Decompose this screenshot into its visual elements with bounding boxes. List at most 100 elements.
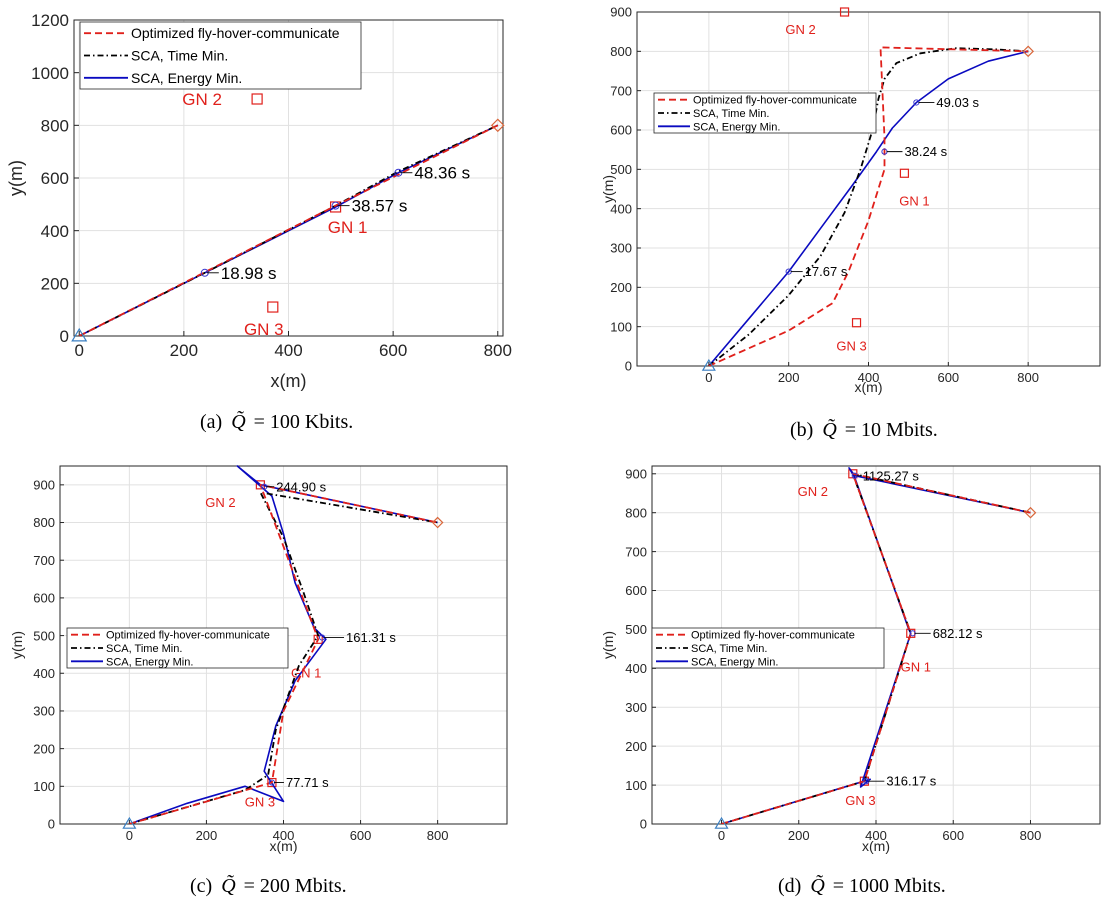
time-annotation: 244.90 s [276, 479, 326, 494]
ground-node-label: GN 1 [899, 193, 929, 208]
series-line [129, 465, 438, 824]
x-tick-label: 0 [718, 828, 725, 843]
caption-value: = 100 Kbits. [254, 411, 354, 433]
ground-node-label: GN 2 [182, 90, 222, 109]
chart-panel-d: 0 200 400 600 800 0 100 200 300 400 500 600 700 800 90… [600, 465, 1101, 897]
legend-entry: SCA, Time Min. [693, 108, 769, 120]
caption: (a) Q̃ = 100 Kbits. [200, 410, 353, 433]
start-marker [714, 816, 729, 829]
series-line [708, 50, 1029, 366]
y-tick-label: 400 [610, 201, 632, 216]
caption-symbol: Q̃ [810, 874, 825, 897]
y-tick-label: 400 [41, 222, 69, 241]
y-tick-label: 800 [610, 44, 632, 59]
x-axis-label: x(m) [862, 838, 890, 854]
x-axis-label: x(m) [855, 379, 883, 395]
series-group [78, 124, 499, 336]
chart-panel-a: 0 200 400 600 800 0 200 400 600 800 1000 1200 x(m) y(… [6, 11, 512, 433]
end-marker [490, 118, 505, 133]
legend-entry: SCA, Energy Min. [131, 70, 242, 86]
time-annotation: 77.71 s [286, 775, 329, 790]
caption-label: (a) [200, 411, 227, 433]
caption-symbol: Q̃ [221, 874, 236, 897]
y-tick-label: 700 [33, 553, 55, 568]
time-annotation: 18.98 s [221, 264, 277, 283]
y-tick-label: 100 [625, 778, 647, 793]
series-group [708, 46, 1029, 366]
legend-entry: SCA, Energy Min. [691, 656, 778, 668]
legend-entry: Optimized fly-hover-communicate [693, 95, 857, 107]
caption-value: = 200 Mbits. [244, 875, 347, 897]
ground-node-label: GN 2 [205, 495, 235, 510]
legend-box [651, 627, 885, 669]
y-axis-label: y(m) [9, 631, 25, 659]
x-tick-label: 600 [379, 341, 407, 360]
x-tick-label: 200 [788, 828, 810, 843]
x-tick-label: 800 [1017, 370, 1039, 385]
time-annotation: 48.36 s [414, 164, 470, 183]
y-tick-label: 600 [625, 583, 647, 598]
time-annotation: 49.03 s [936, 95, 979, 110]
y-tick-label: 500 [33, 628, 55, 643]
start-marker [71, 327, 88, 342]
x-tick-label: 400 [865, 828, 887, 843]
start-marker [701, 358, 716, 371]
y-tick-label: 800 [33, 515, 55, 530]
y-tick-label: 400 [625, 661, 647, 676]
y-tick-label: 1200 [31, 11, 69, 30]
y-tick-label: 700 [625, 544, 647, 559]
caption-value: = 10 Mbits. [845, 419, 938, 441]
x-tick-label: 400 [274, 341, 302, 360]
time-annotation: 38.24 s [904, 144, 947, 159]
y-tick-label: 100 [33, 779, 55, 794]
series-line [78, 124, 499, 336]
time-annotation: 1125.27 s [863, 468, 920, 483]
ground-node-marker [251, 93, 263, 105]
caption: (d) Q̃ = 1000 Mbits. [778, 874, 946, 897]
time-annotation: 38.57 s [352, 197, 408, 216]
series-line [708, 46, 1029, 366]
legend-entry: SCA, Time Min. [106, 643, 182, 655]
x-tick-label: 0 [705, 370, 712, 385]
y-axis-label: y(m) [6, 160, 26, 196]
y-tick-label: 0 [625, 359, 632, 374]
caption: (c) Q̃ = 200 Mbits. [190, 874, 347, 897]
y-tick-label: 600 [41, 169, 69, 188]
caption-symbol: Q̃ [822, 418, 837, 441]
x-tick-label: 600 [942, 828, 964, 843]
series-group [129, 465, 438, 824]
end-marker [1022, 45, 1035, 58]
caption-label: (c) [190, 875, 217, 897]
series-group [721, 467, 1031, 824]
legend-entry: SCA, Energy Min. [693, 121, 780, 133]
y-tick-label: 300 [33, 704, 55, 719]
caption: (b) Q̃ = 10 Mbits. [790, 418, 938, 441]
caption-label: (b) [790, 419, 818, 441]
caption-label: (d) [778, 875, 806, 897]
series-line [129, 483, 438, 824]
time-annotation: 316.17 s [886, 774, 936, 789]
end-marker [1024, 506, 1037, 519]
y-tick-label: 100 [610, 319, 632, 334]
x-tick-label: 800 [1020, 828, 1042, 843]
y-tick-label: 200 [41, 274, 69, 293]
ground-node-label: GN 1 [901, 659, 931, 674]
y-tick-label: 600 [610, 123, 632, 138]
y-tick-label: 400 [33, 666, 55, 681]
caption-value: = 1000 Mbits. [833, 875, 946, 897]
start-marker [122, 816, 137, 829]
time-annotation: 161.31 s [346, 630, 396, 645]
x-tick-label: 0 [74, 341, 83, 360]
x-tick-label: 800 [484, 341, 512, 360]
x-axis-label: x(m) [270, 838, 298, 854]
ground-node-label: GN 2 [798, 484, 828, 499]
y-tick-label: 700 [610, 83, 632, 98]
legend-entry: Optimized fly-hover-communicate [106, 630, 270, 642]
ground-node-label: GN 3 [845, 793, 875, 808]
x-axis-label: x(m) [271, 371, 307, 391]
y-tick-label: 0 [640, 817, 647, 832]
chart-panel-b: 0 200 400 600 800 0 100 200 300 400 500 600 700 800 90… [600, 5, 1101, 441]
y-tick-label: 200 [610, 280, 632, 295]
